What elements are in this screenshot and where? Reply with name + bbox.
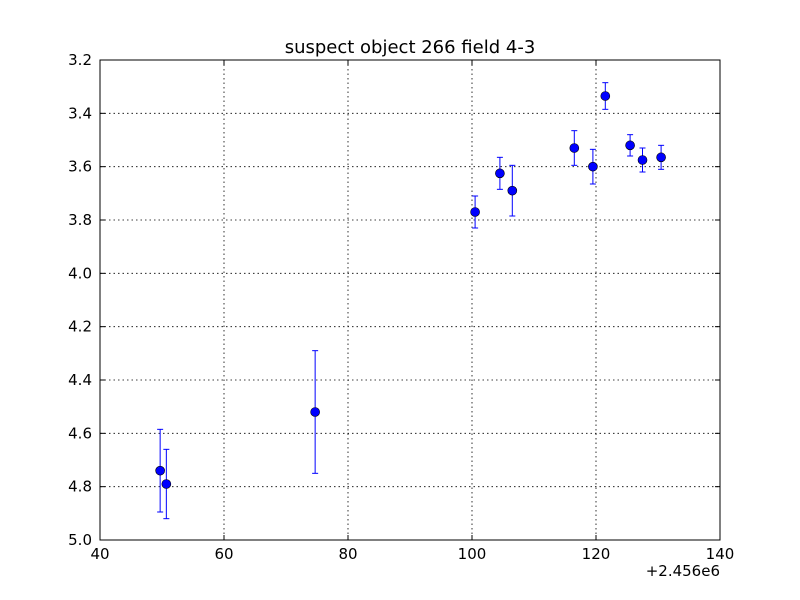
- chart-title: suspect object 266 field 4-3: [285, 37, 536, 58]
- data-point: [569, 143, 580, 153]
- x-offset-label: +2.456e6: [646, 562, 720, 580]
- x-tick-label: 140: [706, 545, 735, 563]
- y-tick-label: 4.2: [68, 318, 92, 336]
- plot-frame: [99, 59, 721, 541]
- x-tick-label: 60: [214, 545, 233, 563]
- data-point: [588, 161, 598, 172]
- data-point: [155, 465, 165, 476]
- x-tick-label: 80: [338, 545, 357, 563]
- data-point: [507, 185, 518, 196]
- data-point: [625, 140, 635, 151]
- data-point: [470, 207, 480, 217]
- data-point: [600, 91, 611, 101]
- y-tick-label: 4.8: [68, 478, 92, 496]
- data-point: [495, 168, 505, 179]
- x-tick-label: 120: [582, 545, 611, 563]
- y-tick-label: 3.2: [68, 51, 92, 69]
- y-tick-label: 3.6: [68, 158, 92, 176]
- data-point: [310, 407, 320, 417]
- y-tick-label: 3.4: [68, 104, 92, 122]
- data-point: [637, 155, 648, 165]
- y-tick-label: 5.0: [68, 531, 92, 549]
- y-tick-label: 4.4: [68, 371, 92, 389]
- y-tick-label: 4.6: [68, 424, 92, 442]
- x-tick-label: 100: [458, 545, 487, 563]
- series: [155, 82, 666, 520]
- y-tick-label: 3.8: [68, 211, 92, 229]
- data-point: [656, 152, 666, 163]
- grid: [100, 60, 720, 540]
- ticks: 40 60 80 100 120 140 3.2 3.4 3.6 3.8 4.0 4.2 4.4 4.6 4…: [68, 51, 734, 563]
- data-point: [161, 479, 172, 489]
- x-tick-label: 40: [90, 545, 109, 563]
- y-tick-label: 4.0: [68, 264, 92, 282]
